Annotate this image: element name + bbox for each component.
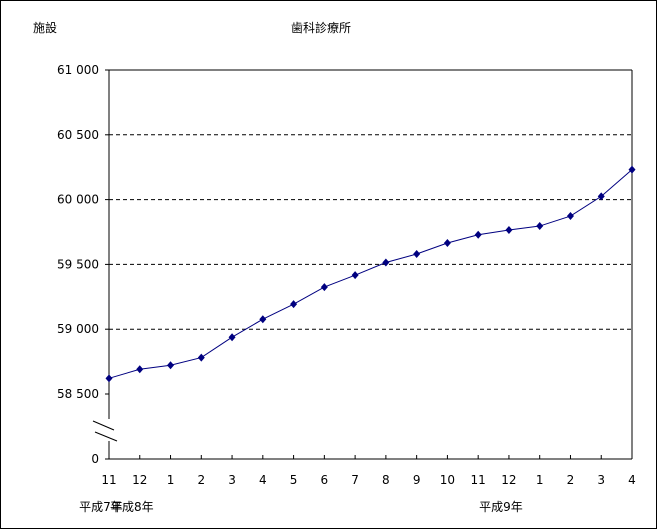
x-tick-label: 10	[440, 473, 455, 487]
data-point	[443, 239, 451, 248]
data-point	[351, 271, 359, 280]
data-point	[536, 222, 544, 231]
x-tick-label: 4	[259, 473, 267, 487]
data-point	[105, 374, 113, 383]
y-axis-label: 施設	[33, 20, 57, 35]
y-tick-label: 59 500	[57, 257, 99, 271]
y-tick-label: 0	[91, 452, 99, 466]
data-point	[228, 333, 236, 342]
x-tick-label: 2	[197, 473, 205, 487]
data-point	[259, 315, 267, 324]
y-tick-label: 59 000	[57, 322, 99, 336]
data-point	[505, 226, 513, 235]
x-tick-label: 2	[567, 473, 575, 487]
data-point	[167, 361, 175, 370]
data-point	[197, 353, 205, 362]
x-tick-label: 12	[501, 473, 516, 487]
y-tick-label: 60 000	[57, 193, 99, 207]
year-label: 平成7年	[79, 500, 123, 514]
x-tick-label: 6	[321, 473, 329, 487]
data-point	[474, 230, 482, 239]
x-tick-label: 3	[228, 473, 236, 487]
data-point	[413, 250, 421, 259]
axis-break-mark	[92, 420, 115, 431]
data-point	[136, 365, 144, 374]
y-tick-label: 58 500	[57, 387, 99, 401]
y-tick-label: 60 500	[57, 128, 99, 142]
x-tick-label: 11	[471, 473, 486, 487]
chart-title: 歯科診療所	[291, 20, 351, 35]
x-tick-label: 1	[536, 473, 544, 487]
data-point	[628, 165, 636, 174]
data-point	[290, 300, 298, 309]
x-tick-label: 5	[290, 473, 298, 487]
data-point	[597, 192, 605, 201]
year-label: 平成8年	[110, 500, 154, 514]
data-point	[566, 212, 574, 221]
x-tick-label: 1	[167, 473, 175, 487]
data-point	[320, 283, 328, 292]
axis-break-mark	[94, 431, 118, 442]
year-label: 平成9年	[479, 500, 523, 514]
x-tick-label: 12	[132, 473, 147, 487]
data-point	[382, 258, 390, 267]
x-tick-label: 4	[628, 473, 636, 487]
x-tick-label: 3	[597, 473, 605, 487]
series-line	[108, 169, 633, 379]
x-tick-label: 9	[413, 473, 421, 487]
x-tick-label: 11	[101, 473, 116, 487]
x-tick-label: 7	[351, 473, 359, 487]
x-tick-label: 8	[382, 473, 390, 487]
y-tick-label: 61 000	[57, 63, 99, 77]
